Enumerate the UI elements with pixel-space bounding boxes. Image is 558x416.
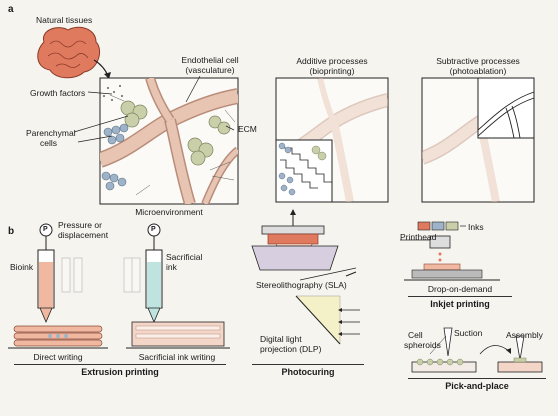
direct-writing-syringe xyxy=(8,223,108,349)
pressure-label-1: Pressure or xyxy=(58,220,102,230)
additive-label-2: (bioprinting) xyxy=(309,66,355,76)
panel-b-letter: b xyxy=(8,226,15,237)
sla-drawing xyxy=(251,209,357,281)
microenvironment-label: Microenvironment xyxy=(135,207,203,217)
direct-writing-label: Direct writing xyxy=(33,352,83,362)
pick-place-divider xyxy=(408,378,546,379)
sacrificial-writing-label: Sacrificial ink writing xyxy=(138,352,216,362)
endothelial-label-2: (vasculature) xyxy=(185,65,235,75)
inks-label: Inks xyxy=(468,222,484,232)
subtractive-label-1: Subtractive processes xyxy=(436,56,520,66)
ecm-label: ECM xyxy=(238,124,257,134)
inkjet-drawing xyxy=(400,221,500,281)
additive-label-1: Additive processes xyxy=(296,56,368,66)
panel-a-letter: a xyxy=(8,4,14,15)
pressure-label-2: displacement xyxy=(58,230,109,240)
inkjet-divider xyxy=(408,296,512,297)
sacrificial-label-2: ink xyxy=(166,262,177,272)
extrusion-divider xyxy=(14,364,226,365)
dlp-label-2: projection (DLP) xyxy=(260,344,322,354)
bioink-label: Bioink xyxy=(10,262,34,272)
dlp-drawing xyxy=(295,295,360,345)
endothelial-label-1: Endothelial cell xyxy=(181,55,239,65)
dlp-label-1: Digital light xyxy=(260,334,302,344)
printhead-label: Printhead xyxy=(400,232,437,242)
parenchymal-label-1: Parenchymal xyxy=(26,128,76,138)
suction-label: Suction xyxy=(454,328,483,338)
photocuring-title: Photocuring xyxy=(281,367,335,377)
parenchymal-label-2: cells xyxy=(40,138,58,148)
subtractive-label-2: (photoablation) xyxy=(449,66,507,76)
extrusion-printing-title: Extrusion printing xyxy=(81,367,159,377)
natural-tissues-label: Natural tissues xyxy=(36,15,93,25)
photocuring-divider xyxy=(252,364,364,365)
pick-and-place-title: Pick-and-place xyxy=(445,381,509,391)
sacrificial-label-1: Sacrificial xyxy=(166,252,203,262)
drop-on-demand-label: Drop-on-demand xyxy=(427,284,493,294)
sla-label: Stereolithography (SLA) xyxy=(256,280,347,290)
growth-factors-label: Growth factors xyxy=(30,88,86,98)
cell-spheroids-label-2: spheroids xyxy=(404,340,441,350)
assembly-label: Assembly xyxy=(506,330,543,340)
p-symbol-2: P xyxy=(151,226,156,233)
cell-spheroids-label-1: Cell xyxy=(408,330,423,340)
sacrificial-writing-syringe xyxy=(123,223,230,349)
tissue-organ-icon xyxy=(37,26,100,79)
inkjet-printing-title: Inkjet printing xyxy=(430,299,490,309)
p-symbol-1: P xyxy=(43,226,48,233)
